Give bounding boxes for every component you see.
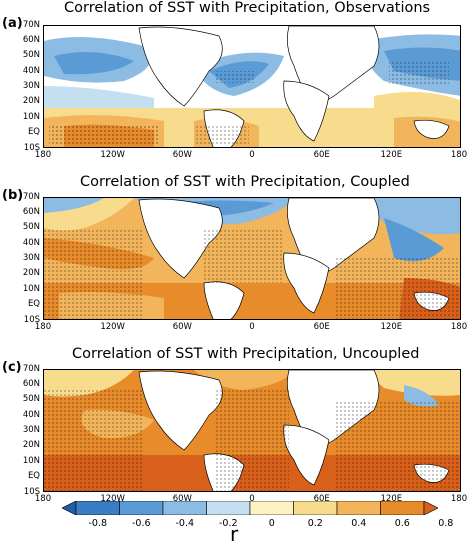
lon-tick-label: 120W [100,150,125,160]
colorbar-tick-label: -0.6 [131,518,151,529]
map-field [44,26,460,147]
colorbar-segment [119,501,164,515]
lat-tick-label: 30N [22,81,40,91]
correlation-map [43,25,461,148]
colorbar-tick-label: -0.8 [88,518,108,529]
panel-label: (a) [2,16,23,31]
panel-title: Correlation of SST with Precipitation, C… [80,174,410,190]
lon-tick-label: 180 [34,322,52,332]
lat-tick-label: 10S [23,314,40,325]
lon-tick-label: 180 [34,494,52,504]
lat-tick-label: 50N [22,222,40,233]
lon-tick-label: 120W [100,494,125,504]
lat-tick-label: EQ [27,127,40,138]
lon-tick-label: 0 [249,494,255,504]
lon-tick-label: 180 [450,322,468,332]
lat-tick-label: EQ [27,471,40,482]
colorbar-segment [293,501,338,515]
panel-coupled: Correlation of SST with Precipitation, C… [0,172,474,344]
lat-tick-label: 30N [22,253,40,263]
lat-tick-label: 20N [22,96,40,107]
lat-tick-label: 60N [22,206,40,217]
colorbar-tick-label: 0 [268,518,275,529]
lat-tick-label: 10S [23,486,40,497]
lon-tick-label: 120E [380,322,403,332]
lon-tick-label: 60W [172,494,192,504]
panel-observations: Correlation of SST with Precipitation, O… [0,0,474,172]
lat-tick-label: 10N [22,283,40,294]
correlation-map [43,197,461,320]
lon-tick-label: 180 [450,494,468,504]
lat-tick-label: 70N [22,191,40,202]
lat-tick-label: 70N [22,19,40,30]
colorbar-segment [336,501,381,515]
lat-tick-label: 10N [22,111,40,122]
colorbar-tick-label: 0.4 [351,518,367,529]
lat-tick-label: 20N [22,268,40,279]
map-field [44,370,460,491]
lon-tick-label: 60E [313,322,330,332]
lat-tick-label: 60N [22,378,40,389]
lon-tick-label: 60E [313,150,330,160]
lat-tick-label: 40N [22,65,40,76]
colorbar-tick-label: 0.6 [394,518,410,529]
lat-tick-label: 20N [22,440,40,451]
lon-tick-label: 120E [380,494,403,504]
lon-tick-label: 120W [100,322,125,332]
colorbar [62,501,438,515]
lat-tick-label: 10S [23,142,40,153]
lat-tick-label: 70N [22,363,40,374]
lon-tick-label: 180 [34,150,52,160]
colorbar-max-arrow [423,501,438,515]
lat-tick-label: 10N [22,455,40,466]
colorbar-tick-label: 0.8 [438,518,454,529]
colorbar-min-arrow [62,501,77,515]
lat-tick-label: 60N [22,34,40,45]
colorbar-tick-label: -0.2 [218,518,238,529]
colorbar-segment [380,501,425,515]
colorbar-tick-label: 0.2 [307,518,323,529]
correlation-map [43,369,461,492]
colorbar-segment [75,501,120,515]
lon-tick-label: 60W [172,150,192,160]
lon-tick-label: 60W [172,322,192,332]
lat-tick-label: 50N [22,50,40,61]
lon-tick-label: 180 [450,150,468,160]
lat-tick-label: 30N [22,425,40,435]
lon-tick-label: 120E [380,150,403,160]
panel-label: (b) [2,188,24,203]
panel-title: Correlation of SST with Precipitation, U… [72,346,420,362]
lon-tick-label: 0 [249,150,255,160]
lon-tick-label: 0 [249,322,255,332]
lat-tick-label: 40N [22,237,40,248]
panel-label: (c) [2,360,22,375]
panel-uncoupled: Correlation of SST with Precipitation, U… [0,344,474,494]
panel-title: Correlation of SST with Precipitation, O… [64,0,431,16]
lat-tick-label: 40N [22,409,40,420]
colorbar-label: r [230,522,239,546]
lat-tick-label: EQ [27,299,40,310]
colorbar-segment [162,501,207,515]
colorbar-segment [249,501,294,515]
colorbar-tick-label: -0.4 [175,518,195,529]
map-field [44,198,460,319]
lat-tick-label: 50N [22,394,40,405]
lon-tick-label: 60E [313,494,330,504]
colorbar-segment [206,501,251,515]
